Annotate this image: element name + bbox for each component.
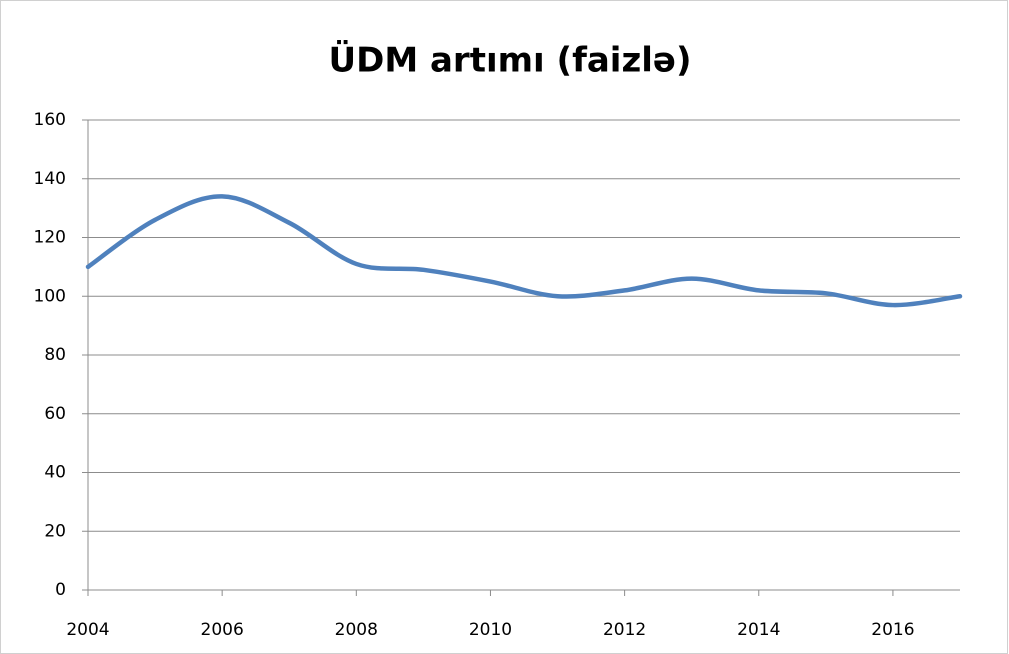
x-tick-label: 2016 bbox=[871, 620, 914, 640]
y-tick-label: 140 bbox=[34, 169, 66, 189]
data-line bbox=[85, 194, 963, 308]
x-tick-label: 2004 bbox=[66, 620, 109, 640]
x-tick-label: 2006 bbox=[201, 620, 244, 640]
y-tick-label: 40 bbox=[44, 463, 66, 483]
y-tick-label: 160 bbox=[34, 110, 66, 130]
x-tick-label: 2012 bbox=[603, 620, 646, 640]
y-tick-label: 20 bbox=[44, 521, 66, 541]
x-tick-label: 2014 bbox=[737, 620, 780, 640]
y-tick-label: 100 bbox=[34, 286, 66, 306]
y-tick-label: 0 bbox=[55, 580, 66, 600]
chart-title: ÜDM artımı (faizlə) bbox=[328, 40, 691, 81]
x-tick-label: 2008 bbox=[335, 620, 378, 640]
y-tick-label: 80 bbox=[44, 345, 66, 365]
x-tick-label: 2010 bbox=[469, 620, 512, 640]
y-tick-label: 60 bbox=[44, 404, 66, 424]
y-tick-label: 120 bbox=[34, 228, 66, 248]
